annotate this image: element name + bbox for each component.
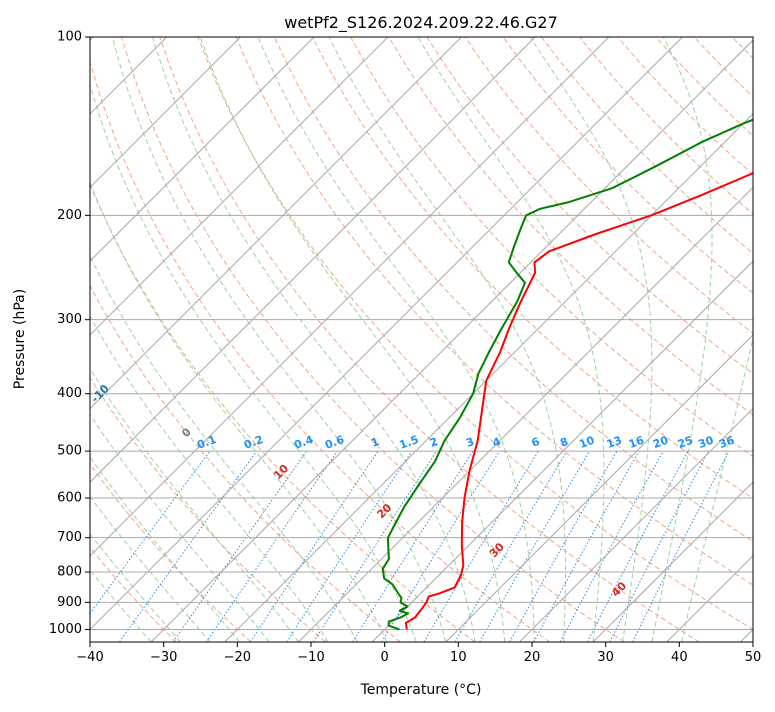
y-axis-label: Pressure (hPa) [12, 289, 28, 389]
x-tick-label: 0 [381, 650, 389, 665]
x-tick-label: −40 [76, 650, 103, 665]
x-tick-label: −20 [224, 650, 251, 665]
y-tick-label: 1000 [49, 622, 82, 637]
y-tick-label: 900 [57, 595, 82, 610]
y-tick-label: 500 [57, 444, 82, 459]
x-tick-label: −30 [150, 650, 177, 665]
x-tick-label: 40 [671, 650, 688, 665]
y-tick-label: 600 [57, 491, 82, 506]
y-tick-label: 700 [57, 530, 82, 545]
x-axis-label: Temperature (°C) [360, 682, 482, 698]
x-tick-label: −10 [297, 650, 324, 665]
y-tick-label: 200 [57, 208, 82, 223]
y-tick-label: 300 [57, 312, 82, 327]
chart-title: wetPf2_S126.2024.209.22.46.G27 [284, 13, 558, 33]
x-tick-label: 50 [745, 650, 762, 665]
y-tick-label: 400 [57, 386, 82, 401]
x-tick-label: 10 [450, 650, 467, 665]
y-tick-label: 100 [57, 30, 82, 45]
x-tick-label: 30 [597, 650, 614, 665]
y-tick-label: 800 [57, 565, 82, 580]
x-tick-label: 20 [524, 650, 541, 665]
